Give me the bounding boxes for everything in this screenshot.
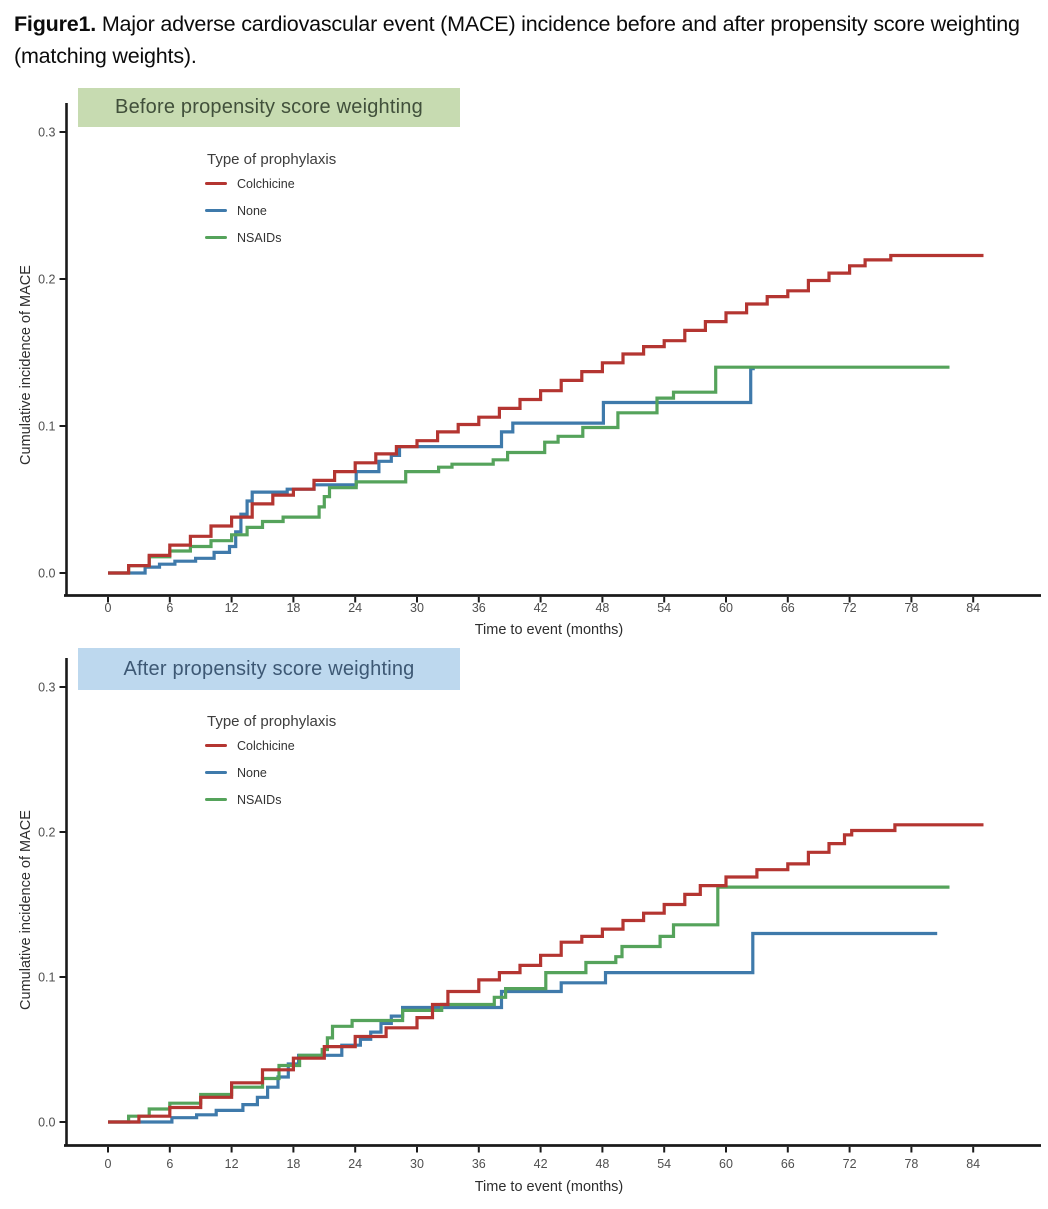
legend-before: Type of prophylaxis Colchicine None NSAI… [205, 151, 336, 251]
series-curve-nsaids [108, 885, 950, 1124]
x-tick-label: 66 [781, 1157, 795, 1171]
legend-label: None [237, 203, 267, 218]
figure-caption: Figure1. Major adverse cardiovascular ev… [14, 8, 1022, 72]
y-tick-label: 0.0 [38, 567, 55, 581]
x-tick-label: 36 [472, 601, 486, 615]
legend-after: Type of prophylaxis Colchicine None NSAI… [205, 713, 336, 813]
series-curve-colchicine [108, 253, 984, 575]
x-tick-label: 6 [166, 1157, 173, 1171]
y-axis-title: Cumulative incidence of MACE [18, 265, 34, 465]
x-tick-label: 48 [595, 1157, 609, 1171]
y-tick-label: 0.0 [38, 1116, 55, 1130]
figure-caption-label: Figure1. [14, 12, 97, 36]
legend-label: Colchicine [237, 738, 295, 753]
y-tick-label: 0.2 [38, 273, 55, 287]
x-tick-label: 78 [904, 1157, 918, 1171]
series-curve-none [108, 931, 938, 1124]
x-tick-label: 12 [225, 1157, 239, 1171]
y-tick-label: 0.2 [38, 826, 55, 840]
x-tick-label: 54 [657, 1157, 671, 1171]
legend-item-none: None [205, 197, 336, 224]
series-curve-nsaids [108, 365, 950, 575]
legend-item-nsaids: NSAIDs [205, 224, 336, 251]
chart-after-weighting: 0 6 12 18 24 30 36 42 48 54 60 66 72 78 84 0.0 0.1 0.2 0.3… [18, 658, 1041, 1195]
x-tick-label: 36 [472, 1157, 486, 1171]
x-tick-label: 0 [105, 1157, 112, 1171]
x-tick-label: 24 [348, 1157, 362, 1171]
legend-label: None [237, 765, 267, 780]
legend-title: Type of prophylaxis [207, 151, 337, 168]
colchicine-line-swatch [205, 181, 227, 186]
x-tick-label: 18 [286, 601, 300, 615]
x-tick-label: 42 [534, 601, 548, 615]
x-tick-label: 72 [843, 601, 857, 615]
x-tick-label: 0 [105, 601, 112, 615]
legend-label: NSAIDs [237, 230, 282, 245]
x-tick-label: 24 [348, 601, 362, 615]
x-tick-label: 78 [904, 601, 918, 615]
legend-label: Colchicine [237, 176, 295, 191]
legend-item-nsaids: NSAIDs [205, 786, 336, 813]
x-tick-label: 60 [719, 1157, 733, 1171]
x-tick-label: 84 [966, 601, 980, 615]
none-line-swatch [205, 770, 227, 775]
y-tick-label: 0.1 [38, 971, 55, 985]
x-axis-title: Time to event (months) [475, 1179, 624, 1195]
legend-item-colchicine: Colchicine [205, 170, 336, 197]
x-tick-label: 54 [657, 601, 671, 615]
none-line-swatch [205, 208, 227, 213]
legend-item-colchicine: Colchicine [205, 732, 336, 759]
x-tick-label: 6 [166, 601, 173, 615]
y-tick-label: 0.3 [38, 126, 55, 140]
legend-item-none: None [205, 759, 336, 786]
panel-header-after: After propensity score weighting [78, 648, 460, 690]
x-tick-label: 84 [966, 1157, 980, 1171]
series-curve-none [108, 367, 755, 575]
colchicine-line-swatch [205, 743, 227, 748]
nsaids-line-swatch [205, 797, 227, 802]
y-tick-label: 0.1 [38, 420, 55, 434]
x-tick-label: 42 [534, 1157, 548, 1171]
y-tick-label: 0.3 [38, 681, 55, 695]
x-tick-label: 12 [225, 601, 239, 615]
figure-caption-text: Major adverse cardiovascular event (MACE… [14, 12, 1020, 68]
x-tick-label: 48 [595, 601, 609, 615]
nsaids-line-swatch [205, 235, 227, 240]
x-tick-label: 18 [286, 1157, 300, 1171]
chart-before-weighting: 0 6 12 18 24 30 36 42 48 54 60 66 72 78 84 0.0 0.1 0.2 0.3… [18, 103, 1041, 638]
legend-label: NSAIDs [237, 792, 282, 807]
x-tick-label: 60 [719, 601, 733, 615]
x-axis-title: Time to event (months) [475, 622, 624, 638]
y-axis-title: Cumulative incidence of MACE [18, 810, 34, 1010]
x-tick-label: 72 [843, 1157, 857, 1171]
x-tick-label: 30 [410, 601, 424, 615]
series-curve-colchicine [108, 823, 984, 1124]
x-tick-label: 66 [781, 601, 795, 615]
panel-header-before: Before propensity score weighting [78, 88, 460, 127]
x-tick-label: 30 [410, 1157, 424, 1171]
legend-title: Type of prophylaxis [207, 713, 337, 730]
